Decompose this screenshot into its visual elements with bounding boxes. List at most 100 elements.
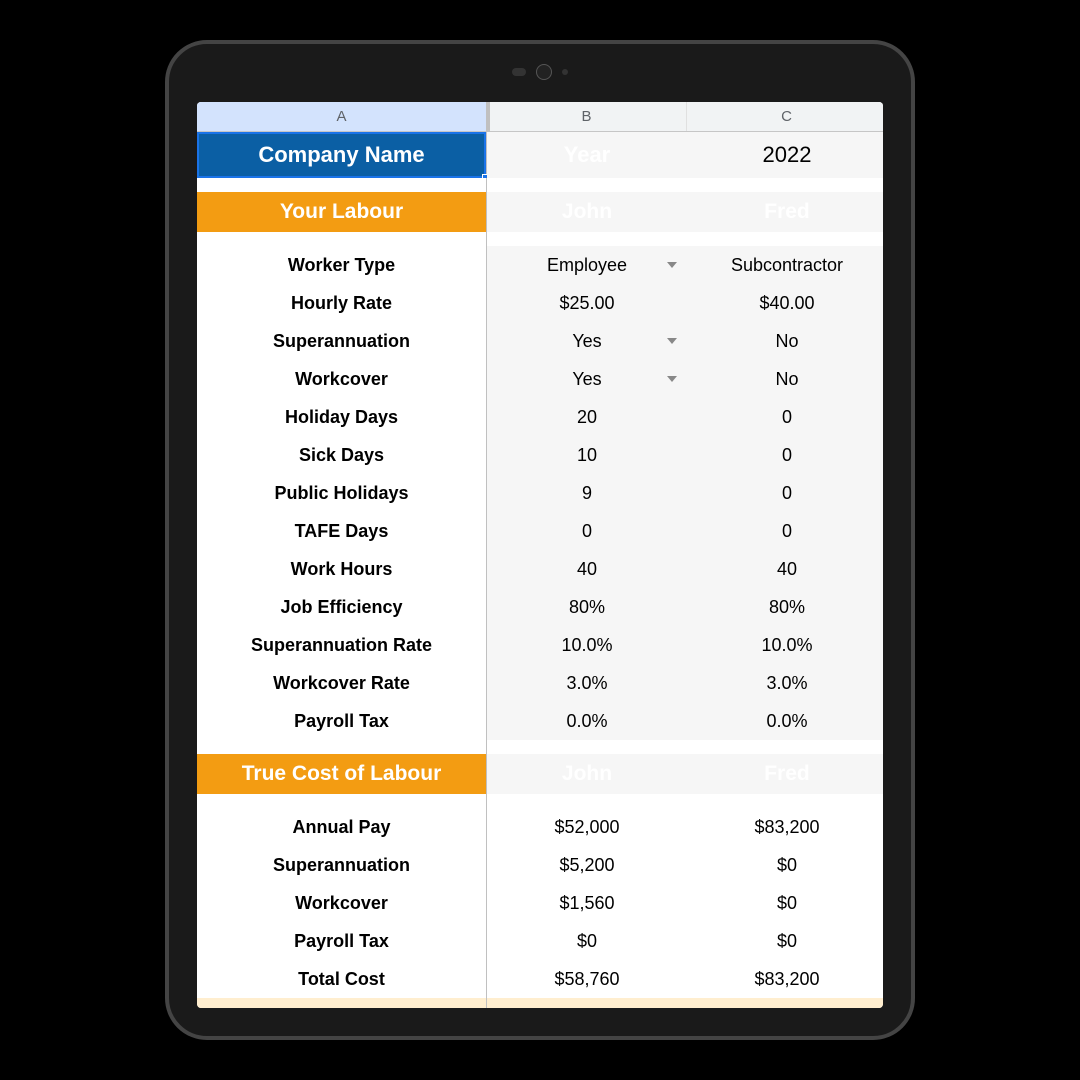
row-eff: Job Efficiency 80% 80%: [197, 588, 883, 626]
section1-title: Your Labour: [197, 192, 487, 232]
label-public: Public Holidays: [197, 474, 487, 512]
col-header-c[interactable]: C: [687, 102, 883, 131]
row-worker-type: Worker Type Employee Subcontractor: [197, 246, 883, 284]
chevron-down-icon[interactable]: [667, 338, 677, 344]
label-super: Superannuation: [197, 322, 487, 360]
cell-sick-2[interactable]: 0: [687, 436, 883, 474]
row-cpeh: Cost per Employed Hour $28 $40: [197, 998, 883, 1008]
cell-workcover2-2[interactable]: $0: [687, 884, 883, 922]
label-wcrate: Workcover Rate: [197, 664, 487, 702]
cell-holiday-2[interactable]: 0: [687, 398, 883, 436]
gap-row: [197, 178, 883, 192]
row-holiday: Holiday Days 20 0: [197, 398, 883, 436]
label-payroll: Payroll Tax: [197, 702, 487, 740]
chevron-down-icon[interactable]: [667, 262, 677, 268]
cell-workcover-1[interactable]: Yes: [487, 360, 687, 398]
row-public: Public Holidays 9 0: [197, 474, 883, 512]
section2-p1: John: [487, 754, 687, 794]
label-tafe: TAFE Days: [197, 512, 487, 550]
cell-annual-1[interactable]: $52,000: [487, 808, 687, 846]
label-annual: Annual Pay: [197, 808, 487, 846]
label-worker-type: Worker Type: [197, 246, 487, 284]
chevron-down-icon[interactable]: [667, 376, 677, 382]
cell-tafe-1[interactable]: 0: [487, 512, 687, 550]
cell-hourly-rate-1[interactable]: $25.00: [487, 284, 687, 322]
section-your-labour: Your Labour John Fred: [197, 192, 883, 232]
cell-holiday-1[interactable]: 20: [487, 398, 687, 436]
section1-p1: John: [487, 192, 687, 232]
cell-payroll-1[interactable]: 0.0%: [487, 702, 687, 740]
section2-title: True Cost of Labour: [197, 754, 487, 794]
cell-super2-2[interactable]: $0: [687, 846, 883, 884]
row-super2: Superannuation $5,200 $0: [197, 846, 883, 884]
section-true-cost: True Cost of Labour John Fred: [197, 754, 883, 794]
cell-superrate-2[interactable]: 10.0%: [687, 626, 883, 664]
row-payroll2: Payroll Tax $0 $0: [197, 922, 883, 960]
row-workcover2: Workcover $1,560 $0: [197, 884, 883, 922]
row-total: Total Cost $58,760 $83,200: [197, 960, 883, 998]
label-hourly-rate: Hourly Rate: [197, 284, 487, 322]
cell-workhours-1[interactable]: 40: [487, 550, 687, 588]
label-workhours: Work Hours: [197, 550, 487, 588]
cell-public-2[interactable]: 0: [687, 474, 883, 512]
row-workhours: Work Hours 40 40: [197, 550, 883, 588]
row-annual: Annual Pay $52,000 $83,200: [197, 808, 883, 846]
row-workcover: Workcover Yes No: [197, 360, 883, 398]
cell-eff-2[interactable]: 80%: [687, 588, 883, 626]
section2-p2: Fred: [687, 754, 883, 794]
tablet-camera: [512, 64, 568, 80]
section1-p2: Fred: [687, 192, 883, 232]
cell-wcrate-1[interactable]: 3.0%: [487, 664, 687, 702]
cell-eff-1[interactable]: 80%: [487, 588, 687, 626]
label-superrate: Superannuation Rate: [197, 626, 487, 664]
spreadsheet-screen: A B C Company Name Year 2022 Your Labour…: [197, 102, 883, 1008]
label-workcover2: Workcover: [197, 884, 487, 922]
cell-hourly-rate-2[interactable]: $40.00: [687, 284, 883, 322]
label-super2: Superannuation: [197, 846, 487, 884]
cell-company-name[interactable]: Company Name: [197, 132, 487, 178]
cell-public-1[interactable]: 9: [487, 474, 687, 512]
cell-annual-2[interactable]: $83,200: [687, 808, 883, 846]
cell-total-1[interactable]: $58,760: [487, 960, 687, 998]
label-eff: Job Efficiency: [197, 588, 487, 626]
cell-payroll2-2[interactable]: $0: [687, 922, 883, 960]
cell-year-label[interactable]: Year: [487, 132, 687, 178]
cell-workhours-2[interactable]: 40: [687, 550, 883, 588]
row-superrate: Superannuation Rate 10.0% 10.0%: [197, 626, 883, 664]
label-total: Total Cost: [197, 960, 487, 998]
cell-year-value[interactable]: 2022: [687, 132, 883, 178]
tablet-frame: A B C Company Name Year 2022 Your Labour…: [165, 40, 915, 1040]
row-header: Company Name Year 2022: [197, 132, 883, 178]
row-wcrate: Workcover Rate 3.0% 3.0%: [197, 664, 883, 702]
row-payroll: Payroll Tax 0.0% 0.0%: [197, 702, 883, 740]
col-header-a[interactable]: A: [197, 102, 487, 131]
row-sick: Sick Days 10 0: [197, 436, 883, 474]
cell-super-1[interactable]: Yes: [487, 322, 687, 360]
cell-worker-type-1[interactable]: Employee: [487, 246, 687, 284]
label-workcover: Workcover: [197, 360, 487, 398]
row-super: Superannuation Yes No: [197, 322, 883, 360]
cell-superrate-1[interactable]: 10.0%: [487, 626, 687, 664]
cell-worker-type-2[interactable]: Subcontractor: [687, 246, 883, 284]
label-cpeh: Cost per Employed Hour: [197, 998, 487, 1008]
label-sick: Sick Days: [197, 436, 487, 474]
cell-super-2[interactable]: No: [687, 322, 883, 360]
cell-tafe-2[interactable]: 0: [687, 512, 883, 550]
cell-sick-1[interactable]: 10: [487, 436, 687, 474]
sheet-body: Company Name Year 2022 Your Labour John …: [197, 132, 883, 1008]
cell-wcrate-2[interactable]: 3.0%: [687, 664, 883, 702]
row-tafe: TAFE Days 0 0: [197, 512, 883, 550]
cell-payroll-2[interactable]: 0.0%: [687, 702, 883, 740]
col-header-b[interactable]: B: [487, 102, 687, 131]
column-headers: A B C: [197, 102, 883, 132]
cell-cpeh-2[interactable]: $40: [687, 998, 883, 1008]
cell-workcover-2[interactable]: No: [687, 360, 883, 398]
cell-super2-1[interactable]: $5,200: [487, 846, 687, 884]
label-holiday: Holiday Days: [197, 398, 487, 436]
cell-payroll2-1[interactable]: $0: [487, 922, 687, 960]
row-hourly-rate: Hourly Rate $25.00 $40.00: [197, 284, 883, 322]
cell-workcover2-1[interactable]: $1,560: [487, 884, 687, 922]
company-name-label: Company Name: [258, 142, 424, 168]
cell-total-2[interactable]: $83,200: [687, 960, 883, 998]
cell-cpeh-1[interactable]: $28: [487, 998, 687, 1008]
